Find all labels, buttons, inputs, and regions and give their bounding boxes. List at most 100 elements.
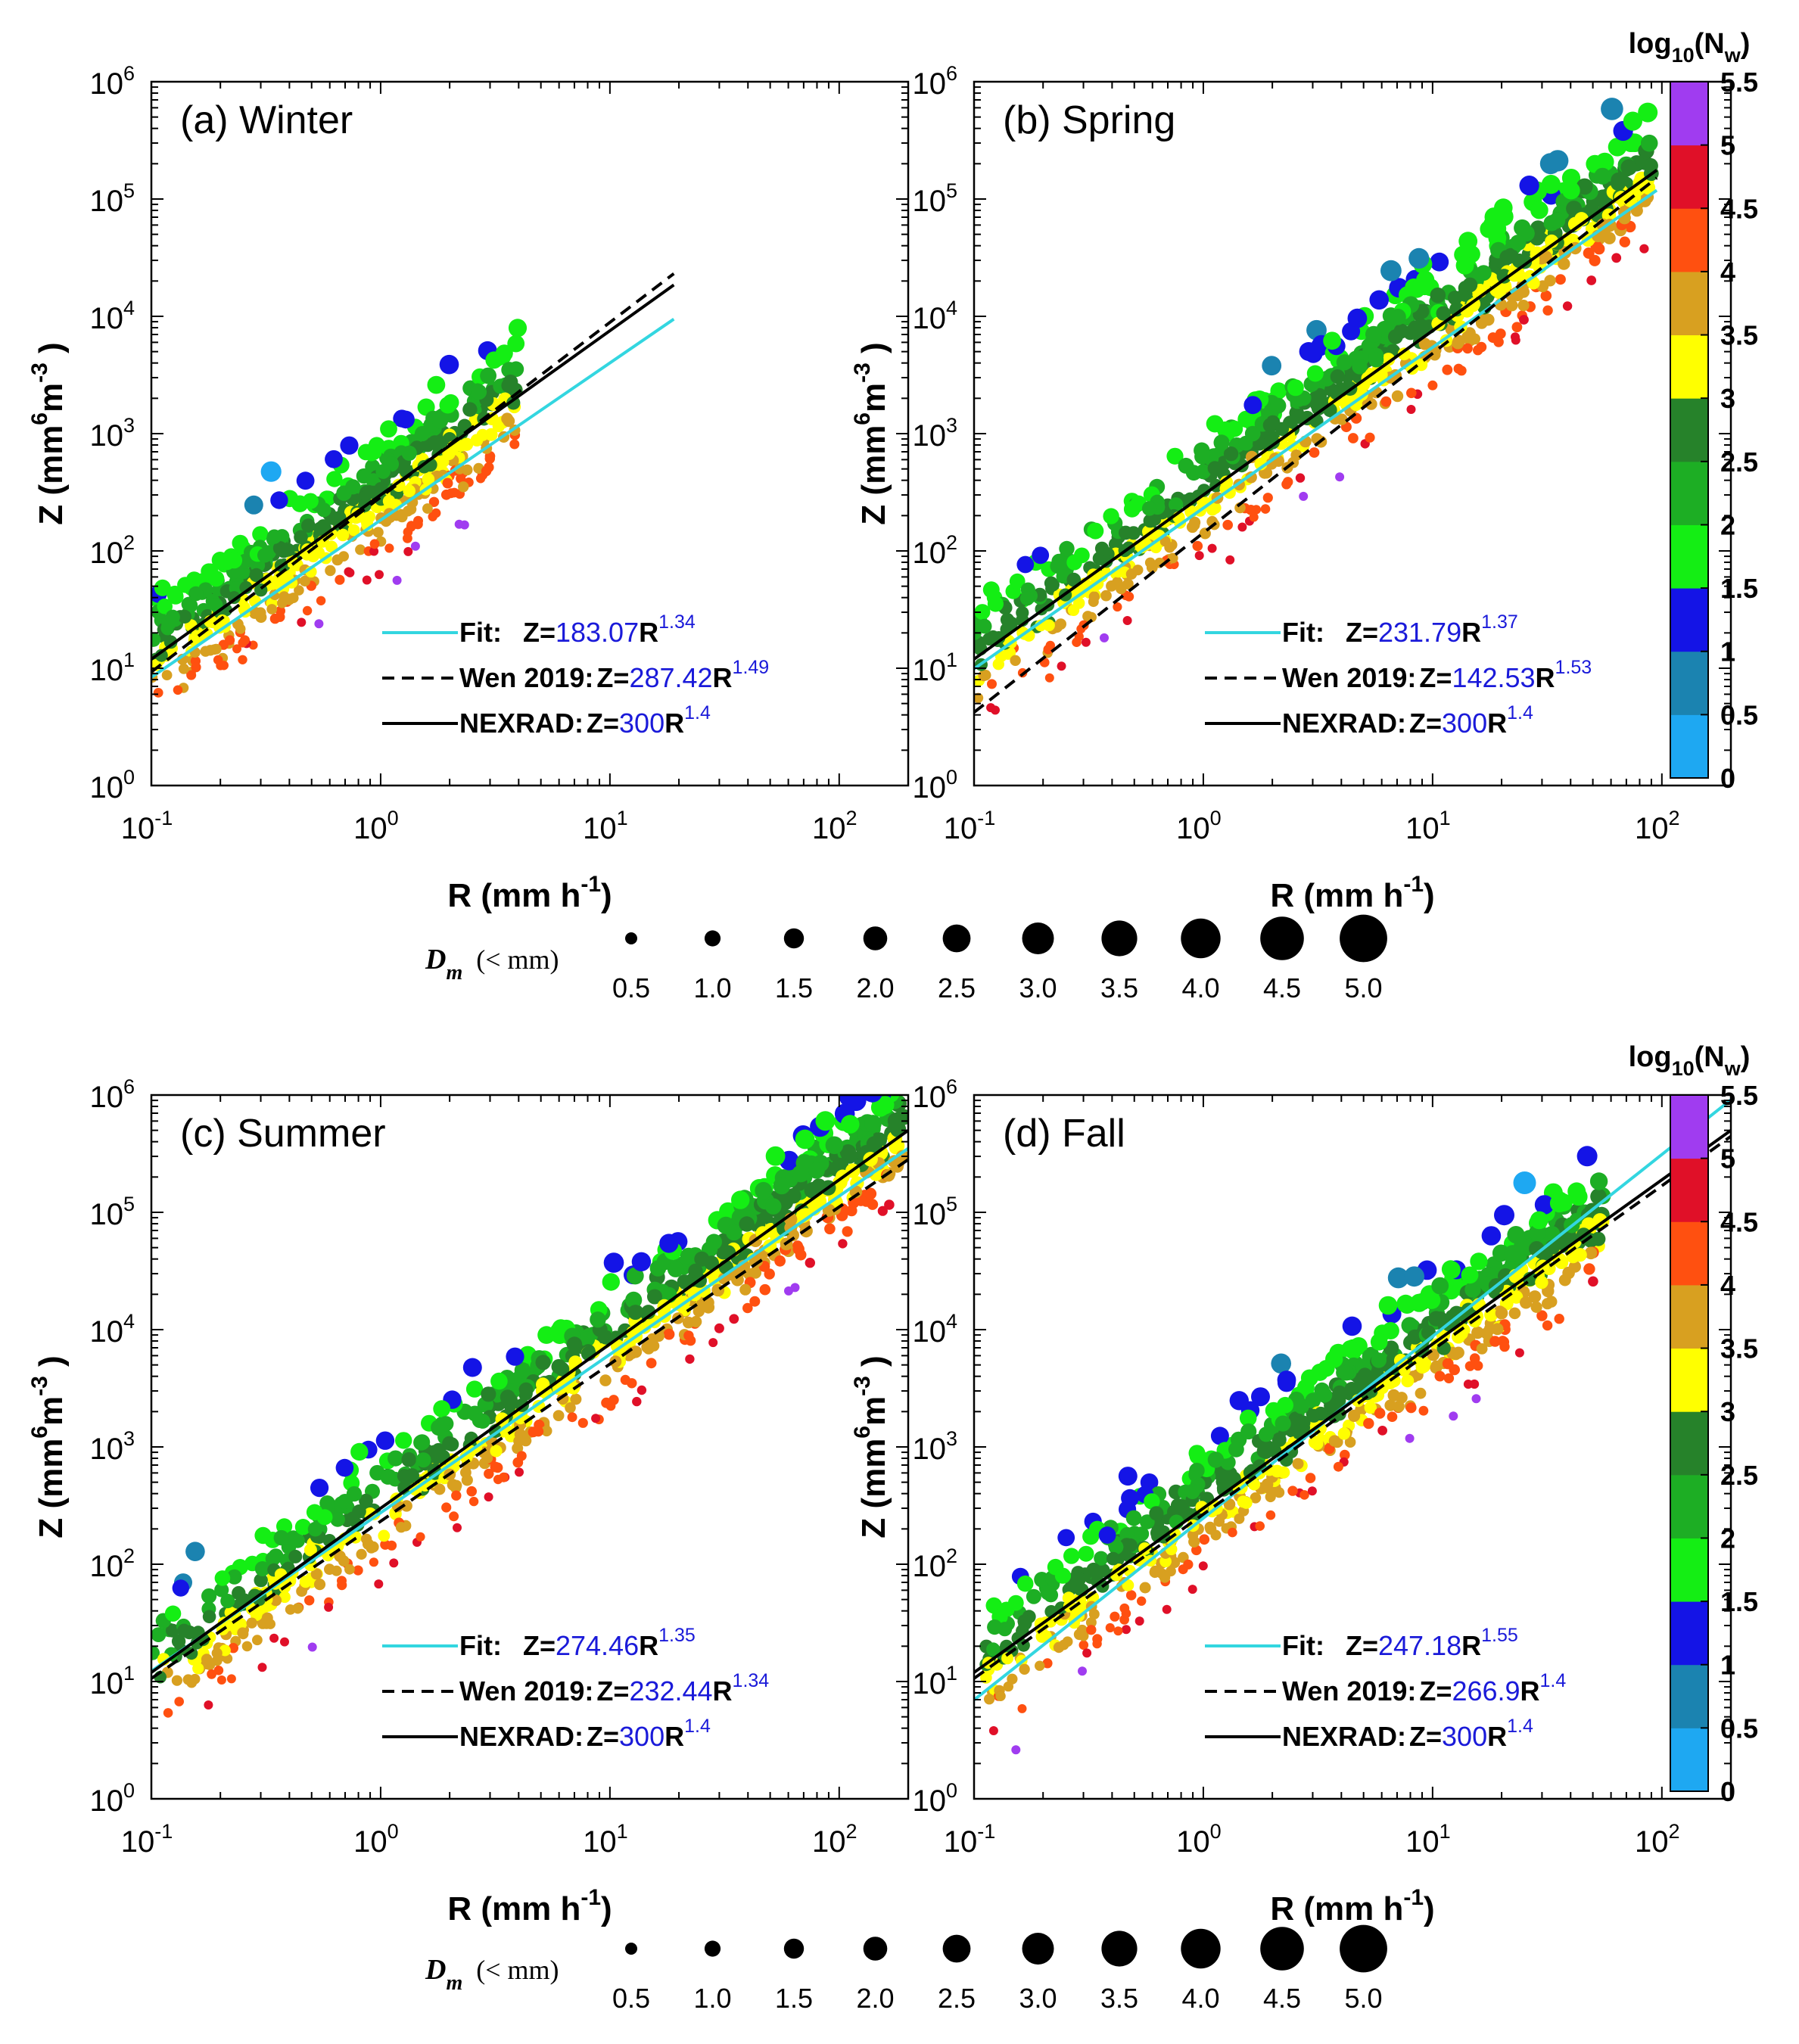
tick-exponent: 0 — [388, 1820, 399, 1843]
tick-base: 10 — [812, 1825, 846, 1859]
scatter-point — [1458, 232, 1478, 251]
scatter-point — [325, 565, 336, 577]
scatter-point — [1494, 1205, 1514, 1226]
tick-exponent: 1 — [617, 807, 628, 829]
legend-equation: Fit: Z=247.18R1.55 — [1282, 1625, 1518, 1661]
scatter-point — [1464, 1361, 1475, 1371]
x-tick-label: 101 — [583, 1820, 628, 1859]
scatter-point — [867, 1199, 879, 1210]
colorbar-tick-label: 3 — [1720, 1396, 1735, 1427]
legend-name: Fit: — [1282, 1630, 1324, 1661]
size-legend-marker — [783, 1938, 805, 1959]
scatter-point — [1401, 1374, 1415, 1388]
legend-name: Wen 2019: — [1282, 662, 1416, 693]
scatter-point — [310, 1568, 322, 1580]
scatter-point — [1511, 322, 1523, 333]
scatter-point — [389, 1558, 399, 1568]
scatter-point — [1406, 405, 1416, 414]
x-label-main: R (mm h — [447, 877, 580, 914]
colorbar-segment — [1670, 82, 1708, 146]
scatter-point — [1610, 175, 1626, 191]
scatter-point — [401, 445, 417, 461]
scatter-point — [1199, 1534, 1210, 1545]
y-label-main: Z (mm — [855, 425, 892, 525]
scatter-point — [577, 1417, 588, 1428]
scatter-point — [1561, 169, 1581, 188]
colorbar-tick-label: 0 — [1720, 1776, 1735, 1807]
scatter-point — [1299, 1490, 1309, 1500]
scatter-point — [285, 555, 299, 568]
legend-exponent: 1.4 — [1540, 1670, 1567, 1691]
scatter-point — [1433, 1311, 1449, 1327]
scatter-point — [378, 1529, 391, 1542]
legend-equation: NEXRAD: Z=300R1.4 — [459, 702, 711, 739]
dm-sub: m — [446, 1971, 462, 1995]
scatter-point — [1391, 390, 1404, 403]
scatter-point — [1562, 301, 1573, 311]
scatter-point — [1078, 1545, 1094, 1562]
scatter-point — [1576, 178, 1593, 195]
dm-main: D — [425, 944, 446, 975]
legend-coefficient: 287.42 — [629, 662, 712, 693]
scatter-point — [1638, 102, 1658, 123]
scatter-point — [1198, 1561, 1208, 1571]
scatter-point — [1159, 1572, 1171, 1583]
scatter-point — [892, 1072, 911, 1092]
scatter-point — [513, 1436, 524, 1447]
scatter-point — [1210, 1426, 1229, 1445]
scatter-point — [1183, 1559, 1194, 1570]
scatter-point — [1325, 1350, 1343, 1368]
legend-coefficient: 247.18 — [1378, 1630, 1461, 1661]
x-tick-label: 101 — [1405, 807, 1451, 845]
scatter-point — [1228, 1527, 1237, 1538]
scatter-point — [988, 1726, 998, 1735]
scatter-point — [1364, 1401, 1377, 1414]
scatter-point — [1188, 1535, 1200, 1548]
size-legend-marker — [1022, 922, 1054, 954]
y-tick-label: 101 — [89, 1662, 135, 1700]
scatter-point — [620, 1374, 630, 1385]
scatter-point — [202, 1610, 216, 1624]
scatter-point — [1251, 1387, 1270, 1407]
scatter-point — [480, 367, 496, 384]
scatter-point — [1073, 597, 1085, 609]
scatter-point — [729, 1314, 739, 1324]
tick-base: 10 — [1405, 812, 1440, 845]
scatter-point — [764, 1198, 782, 1215]
scatter-point — [1291, 410, 1306, 425]
size-legend-value: 5.0 — [1344, 1983, 1382, 2014]
scatter-point — [213, 1666, 224, 1675]
scatter-point — [1442, 1261, 1461, 1280]
colorbar-tick-label: 3.5 — [1720, 320, 1758, 351]
scatter-point — [508, 319, 528, 338]
scatter-point — [565, 1402, 576, 1414]
scatter-point — [1476, 1343, 1488, 1355]
size-legend-marker — [942, 924, 971, 953]
scatter-point — [1471, 1326, 1484, 1339]
tick-base: 10 — [912, 1784, 946, 1818]
scatter-point — [1348, 1409, 1361, 1422]
scatter-point — [1384, 1399, 1396, 1411]
size-legend-value: 4.5 — [1263, 1983, 1301, 2014]
y-tick-label: 103 — [912, 414, 957, 453]
scatter-point — [335, 1458, 354, 1477]
size-legend-marker — [1181, 918, 1221, 959]
scatter-points — [151, 319, 528, 698]
scatter-point — [380, 1469, 396, 1485]
scatter-point — [1534, 1195, 1555, 1215]
scatter-point — [1189, 516, 1201, 529]
scatter-point — [1032, 546, 1050, 565]
scatter-point — [1601, 98, 1623, 120]
scatter-point — [1418, 1405, 1429, 1416]
scatter-point — [1505, 299, 1518, 312]
y-axis-label: Z (mm6m-3 ) — [850, 342, 892, 524]
scatter-point — [1481, 1226, 1502, 1246]
scatter-point — [254, 607, 266, 619]
legend-coefficient: 300 — [619, 1721, 665, 1752]
scatter-point — [151, 632, 161, 647]
size-legend-label: Dm (< mm) — [425, 1954, 559, 1995]
scatter-point — [302, 605, 313, 616]
scatter-point — [1275, 1415, 1291, 1432]
